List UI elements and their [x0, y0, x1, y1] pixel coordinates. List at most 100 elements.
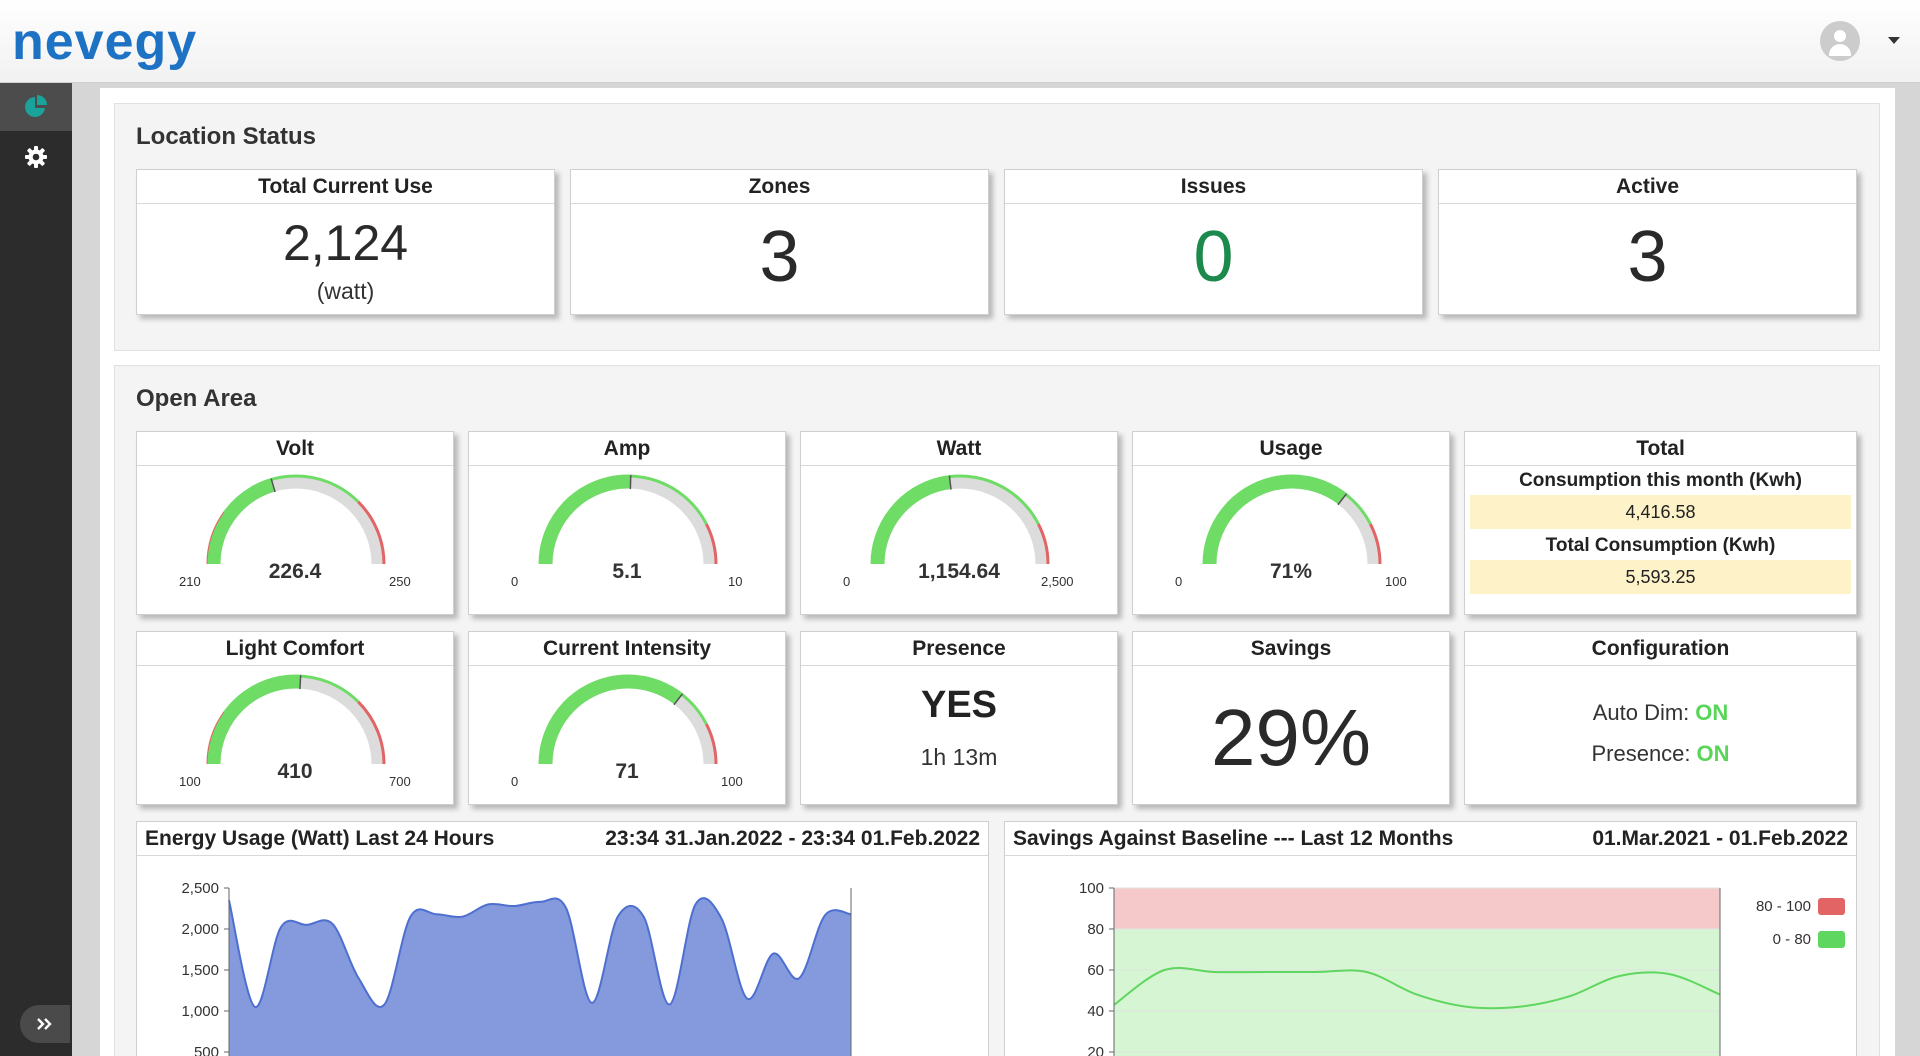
user-menu-caret-icon[interactable] — [1888, 37, 1900, 44]
issues-card: Issues 0 — [1004, 169, 1423, 315]
savings-y-tick-label: 100 — [1079, 880, 1104, 897]
active-label: Active — [1439, 170, 1856, 204]
gauge-value-fill — [1203, 475, 1347, 565]
total-consumption-value: 5,593.25 — [1470, 560, 1851, 594]
active-value: 3 — [1627, 217, 1668, 297]
savings-card: Savings 29% — [1132, 631, 1450, 805]
user-avatar-icon[interactable] — [1820, 21, 1860, 61]
savings-y-tick-label: 20 — [1087, 1044, 1104, 1056]
savings-chart-range: 01.Mar.2021 - 01.Feb.2022 — [1592, 827, 1848, 850]
usage-gauge-card: Usage 71% 0 100 — [1132, 431, 1450, 615]
savings-legend-label: 80 - 100 — [1756, 898, 1811, 915]
main-content: Location Status Total Current Use 2,124 … — [100, 88, 1895, 1056]
amp-label: Amp — [469, 432, 785, 466]
presence-config-row: Presence: ON — [1465, 741, 1856, 767]
savings-legend-label: 0 - 80 — [1773, 931, 1811, 948]
location-status-title: Location Status — [136, 123, 317, 150]
band-80-100 — [1114, 888, 1720, 929]
current-intensity-label: Current Intensity — [469, 632, 785, 666]
gauge-needle — [948, 475, 952, 490]
usage-gauge — [1202, 474, 1382, 565]
sidebar-item-dashboard[interactable] — [0, 83, 72, 131]
band-0-80 — [1114, 929, 1720, 1056]
current-intensity-value: 71 — [615, 760, 639, 783]
current-intensity-max: 100 — [721, 774, 743, 789]
open-area-panel: Open Area Volt 226.4 210 250 Amp 5.1 0 1… — [114, 365, 1880, 1056]
presence-duration: 1h 13m — [920, 744, 998, 770]
presence-config-status[interactable]: ON — [1696, 741, 1730, 766]
watt-label: Watt — [801, 432, 1117, 466]
usage-min: 0 — [1175, 574, 1183, 589]
gauge-track — [207, 675, 385, 765]
gauge-value-fill — [871, 476, 952, 565]
volt-label: Volt — [137, 432, 453, 466]
savings-line — [1113, 966, 1721, 1010]
presence-card: Presence YES 1h 13m — [800, 631, 1118, 805]
issues-value: 0 — [1193, 217, 1234, 297]
gauge-value-fill — [207, 479, 276, 565]
gauge-needle — [673, 693, 684, 706]
amp-value: 5.1 — [612, 560, 642, 583]
zones-card: Zones 3 — [570, 169, 989, 315]
double-chevron-right-icon — [37, 1018, 52, 1030]
month-consumption-label: Consumption this month (Kwh) — [1519, 470, 1802, 491]
gear-icon — [25, 146, 47, 168]
usage-label: Usage — [1133, 432, 1449, 466]
amp-min: 0 — [511, 574, 519, 589]
energy-y-tick-label: 2,000 — [181, 921, 219, 938]
light-comfort-max: 700 — [389, 774, 411, 789]
volt-gauge-card: Volt 226.4 210 250 — [136, 431, 454, 615]
pie-chart-icon — [25, 95, 47, 117]
current-intensity-gauge-card: Current Intensity 71 0 100 — [468, 631, 786, 805]
active-card: Active 3 — [1438, 169, 1857, 315]
energy-area — [229, 898, 851, 1056]
light-comfort-label: Light Comfort — [137, 632, 453, 666]
amp-max: 10 — [728, 574, 743, 589]
savings-legend-swatch — [1818, 931, 1845, 948]
gauge-high-band — [705, 723, 718, 765]
presence-config-label: Presence: — [1591, 741, 1691, 766]
configuration-label: Configuration — [1465, 632, 1856, 666]
energy-y-tick-label: 500 — [194, 1044, 219, 1056]
energy-chart-title: Energy Usage (Watt) Last 24 Hours — [145, 827, 495, 850]
month-consumption-value: 4,416.58 — [1470, 495, 1851, 529]
presence-value: YES — [920, 684, 998, 726]
light-comfort-gauge — [206, 674, 386, 765]
light-comfort-value: 410 — [277, 760, 313, 783]
light-comfort-gauge-card: Light Comfort 410 100 700 — [136, 631, 454, 805]
auto-dim-row: Auto Dim: ON — [1465, 700, 1856, 726]
app-logo[interactable]: nevegy — [12, 13, 198, 71]
total-current-use-card: Total Current Use 2,124 (watt) — [136, 169, 555, 315]
energy-usage-chart: 2,500 2,000 1,500 1,000 500 — [181, 880, 852, 1056]
watt-gauge-card: Watt 1,154.64 0 2,500 — [800, 431, 1118, 615]
savings-y-tick-label: 60 — [1087, 962, 1104, 979]
energy-y-tick-label: 2,500 — [181, 880, 219, 897]
usage-max: 100 — [1385, 574, 1407, 589]
energy-y-tick-label: 1,000 — [181, 1003, 219, 1020]
total-card: Total Consumption this month (Kwh) 4,416… — [1464, 431, 1857, 615]
total-current-use-label: Total Current Use — [137, 170, 554, 204]
gauge-needle — [299, 675, 302, 690]
total-current-use-unit: (watt) — [316, 278, 375, 304]
energy-usage-chart-card: Energy Usage (Watt) Last 24 Hours 23:34 … — [136, 821, 989, 1056]
zones-value: 3 — [759, 217, 800, 297]
gauge-high-band — [357, 700, 386, 765]
savings-y-tick-label: 40 — [1087, 1003, 1104, 1020]
sidebar-item-settings[interactable] — [0, 133, 72, 181]
total-current-use-value: 2,124 — [282, 215, 409, 271]
watt-min: 0 — [843, 574, 851, 589]
watt-max: 2,500 — [1041, 574, 1074, 589]
sidebar-expand-button[interactable] — [20, 1005, 70, 1043]
open-area-title: Open Area — [136, 385, 257, 412]
savings-y-tick-label: 80 — [1087, 921, 1104, 938]
amp-gauge-card: Amp 5.1 0 10 — [468, 431, 786, 615]
auto-dim-status[interactable]: ON — [1695, 700, 1729, 725]
gauge-value-fill — [539, 675, 683, 765]
amp-gauge — [538, 474, 718, 565]
energy-line — [228, 897, 852, 1008]
energy-y-tick-label: 1,500 — [181, 962, 219, 979]
zones-label: Zones — [571, 170, 988, 204]
gauge-high-band — [1369, 523, 1382, 565]
auto-dim-label: Auto Dim: — [1592, 700, 1690, 725]
volt-value: 226.4 — [268, 560, 322, 583]
